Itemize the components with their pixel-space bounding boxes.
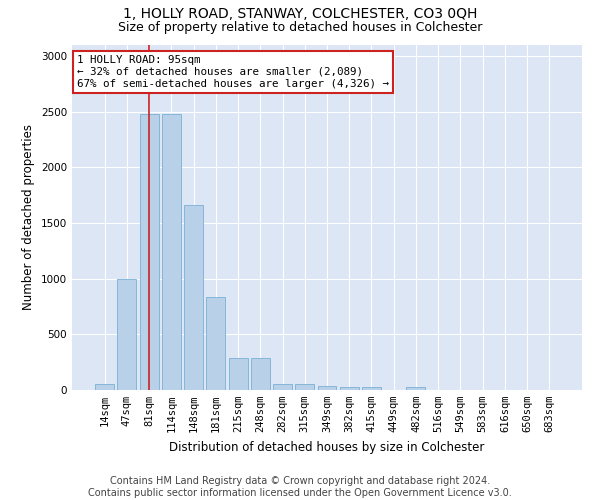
Text: Contains HM Land Registry data © Crown copyright and database right 2024.
Contai: Contains HM Land Registry data © Crown c… [88, 476, 512, 498]
Bar [229, 358, 248, 390]
Y-axis label: Number of detached properties: Number of detached properties [22, 124, 35, 310]
Bar [340, 387, 359, 390]
Bar [362, 387, 381, 390]
Bar [251, 358, 270, 390]
Bar [140, 114, 158, 390]
Bar [162, 114, 181, 390]
X-axis label: Distribution of detached houses by size in Colchester: Distribution of detached houses by size … [169, 440, 485, 454]
Bar [273, 384, 292, 390]
Bar [184, 206, 203, 390]
Text: 1 HOLLY ROAD: 95sqm
← 32% of detached houses are smaller (2,089)
67% of semi-det: 1 HOLLY ROAD: 95sqm ← 32% of detached ho… [77, 56, 389, 88]
Bar [206, 296, 225, 390]
Bar [317, 386, 337, 390]
Text: Size of property relative to detached houses in Colchester: Size of property relative to detached ho… [118, 21, 482, 34]
Text: 1, HOLLY ROAD, STANWAY, COLCHESTER, CO3 0QH: 1, HOLLY ROAD, STANWAY, COLCHESTER, CO3 … [123, 8, 477, 22]
Bar [406, 386, 425, 390]
Bar [295, 384, 314, 390]
Bar [118, 278, 136, 390]
Bar [95, 384, 114, 390]
